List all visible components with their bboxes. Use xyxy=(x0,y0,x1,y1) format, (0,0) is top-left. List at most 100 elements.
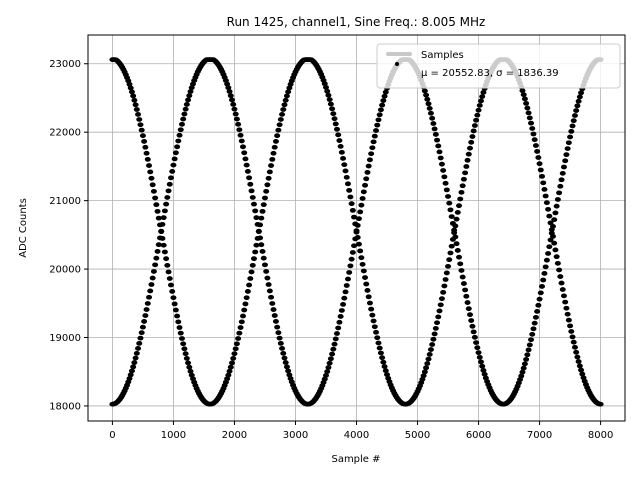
data-point xyxy=(375,340,382,346)
data-point xyxy=(272,319,279,324)
data-point xyxy=(552,247,559,253)
data-point xyxy=(442,277,449,282)
data-point xyxy=(425,101,432,107)
data-point xyxy=(357,209,364,215)
data-point xyxy=(355,241,362,247)
data-point xyxy=(230,102,237,107)
data-point xyxy=(441,174,448,180)
data-point xyxy=(225,372,232,378)
data-point xyxy=(457,196,464,202)
data-point xyxy=(146,163,153,168)
legend-label-stats: μ = 20552.83, σ = 1836.39 xyxy=(421,68,559,79)
data-point xyxy=(138,330,145,336)
x-tick-label: 5000 xyxy=(405,430,430,441)
data-point xyxy=(574,103,581,109)
data-point xyxy=(176,325,183,330)
data-point xyxy=(186,93,193,99)
data-point xyxy=(373,329,380,335)
data-point xyxy=(575,359,582,364)
data-point xyxy=(451,230,458,236)
x-tick-label: 7000 xyxy=(527,430,552,441)
data-point xyxy=(275,127,282,133)
data-point xyxy=(340,302,347,307)
data-point xyxy=(181,111,188,117)
data-point xyxy=(331,116,338,122)
data-point xyxy=(138,127,145,133)
data-point xyxy=(149,182,156,188)
data-point xyxy=(127,85,134,91)
data-point xyxy=(128,89,135,95)
data-point xyxy=(369,145,376,151)
data-point xyxy=(243,295,250,301)
data-point xyxy=(379,355,386,361)
data-point xyxy=(559,170,566,176)
data-point xyxy=(563,305,570,311)
data-point xyxy=(188,372,195,378)
data-point xyxy=(564,311,571,317)
data-point xyxy=(142,313,149,318)
data-point xyxy=(236,127,243,133)
data-point xyxy=(169,169,176,174)
data-point xyxy=(127,372,134,378)
data-point xyxy=(430,121,437,126)
data-point xyxy=(380,359,387,365)
data-point xyxy=(246,175,253,181)
data-point xyxy=(139,324,146,330)
data-point xyxy=(183,356,190,361)
data-point xyxy=(136,340,143,346)
data-point xyxy=(525,347,532,353)
data-point xyxy=(518,373,525,379)
data-point xyxy=(340,156,347,161)
data-point xyxy=(161,208,168,214)
data-point xyxy=(473,117,480,123)
data-point xyxy=(469,323,476,329)
data-point xyxy=(567,323,574,329)
data-point xyxy=(133,350,140,356)
data-point xyxy=(445,194,452,199)
data-point xyxy=(270,307,277,312)
data-point xyxy=(276,335,283,341)
data-point xyxy=(242,301,249,307)
data-point xyxy=(170,295,177,301)
data-point xyxy=(524,352,531,358)
data-point xyxy=(565,317,572,323)
data-point xyxy=(523,357,530,362)
data-point xyxy=(232,346,239,352)
data-point xyxy=(327,101,334,107)
data-point xyxy=(264,275,271,281)
data-point xyxy=(135,346,142,351)
data-point xyxy=(556,267,563,273)
data-point xyxy=(135,111,142,117)
data-point xyxy=(473,340,480,345)
data-point xyxy=(469,134,476,139)
data-point xyxy=(568,128,575,134)
data-point xyxy=(275,330,282,336)
data-point xyxy=(434,137,441,143)
data-point xyxy=(338,149,345,155)
data-point xyxy=(282,97,289,103)
data-point xyxy=(524,105,531,111)
data-point xyxy=(147,169,154,175)
data-point xyxy=(255,229,262,235)
data-point xyxy=(346,270,353,275)
data-point xyxy=(569,334,576,340)
data-point xyxy=(143,150,150,156)
data-point xyxy=(571,113,578,118)
data-point xyxy=(558,177,565,183)
data-point xyxy=(155,242,162,248)
data-point xyxy=(139,133,146,139)
data-point xyxy=(454,248,461,253)
data-point xyxy=(481,371,488,377)
data-point xyxy=(321,81,328,87)
data-point xyxy=(474,112,481,118)
data-point xyxy=(231,351,238,357)
data-point xyxy=(448,214,455,220)
data-point xyxy=(362,275,369,280)
data-point xyxy=(547,237,554,243)
data-point xyxy=(368,151,375,157)
data-point xyxy=(573,108,580,113)
data-point xyxy=(423,365,430,371)
data-point xyxy=(454,209,461,215)
data-point xyxy=(322,85,329,90)
data-point xyxy=(436,308,443,314)
